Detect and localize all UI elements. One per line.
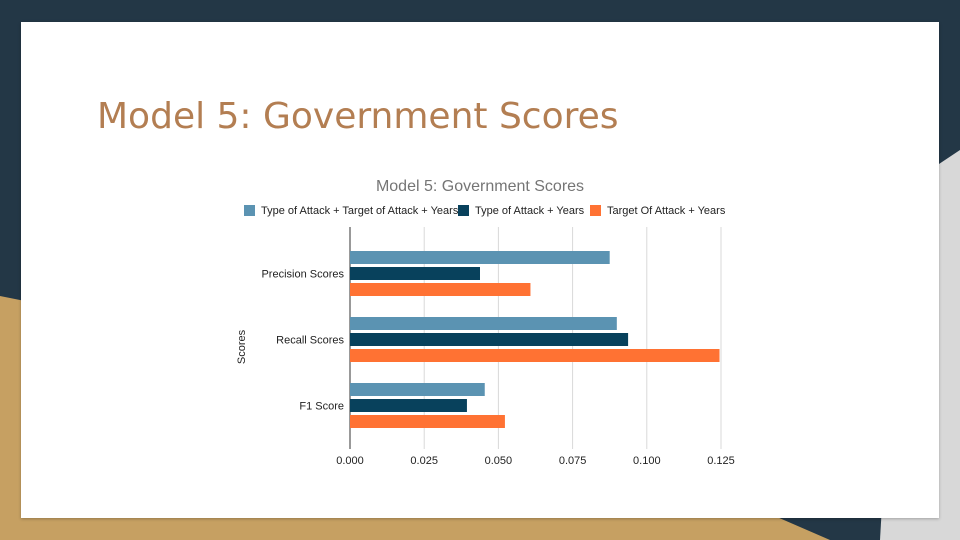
legend-swatch [458,205,469,216]
legend-label: Type of Attack + Target of Attack + Year… [261,205,459,217]
bar [350,267,480,280]
bar [350,399,467,412]
bar [350,251,610,264]
legend-label: Type of Attack + Years [475,205,585,217]
legend-swatch [590,205,601,216]
category-labels: Precision Scores Recall Scores F1 Score [261,269,344,413]
legend-label: Target Of Attack + Years [607,205,726,217]
category-label: Precision Scores [261,269,344,281]
bar [350,349,720,362]
bar [350,333,629,346]
slide-card: Model 5: Government Scores [21,22,939,518]
x-tick-label: 0.125 [707,455,735,467]
x-tick-label: 0.075 [559,455,587,467]
x-tick-label: 0.100 [633,455,661,467]
x-tick-label: 0.025 [410,455,438,467]
bar [350,283,531,296]
x-tick-labels: 0.000 0.025 0.050 0.075 0.100 0.125 [336,455,735,467]
category-label: Recall Scores [276,335,344,347]
chart-legend: Type of Attack + Target of Attack + Year… [244,205,726,217]
chart-title: Model 5: Government Scores [376,178,584,195]
slide-title: Model 5: Government Scores [97,96,619,137]
x-tick-label: 0.000 [336,455,364,467]
bar [350,415,505,428]
category-label: F1 Score [299,401,344,413]
bar [350,317,617,330]
x-tick-label: 0.050 [485,455,513,467]
legend-swatch [244,205,255,216]
y-axis-title: Scores [236,329,248,364]
chart-bars [350,251,720,428]
bar [350,383,485,396]
